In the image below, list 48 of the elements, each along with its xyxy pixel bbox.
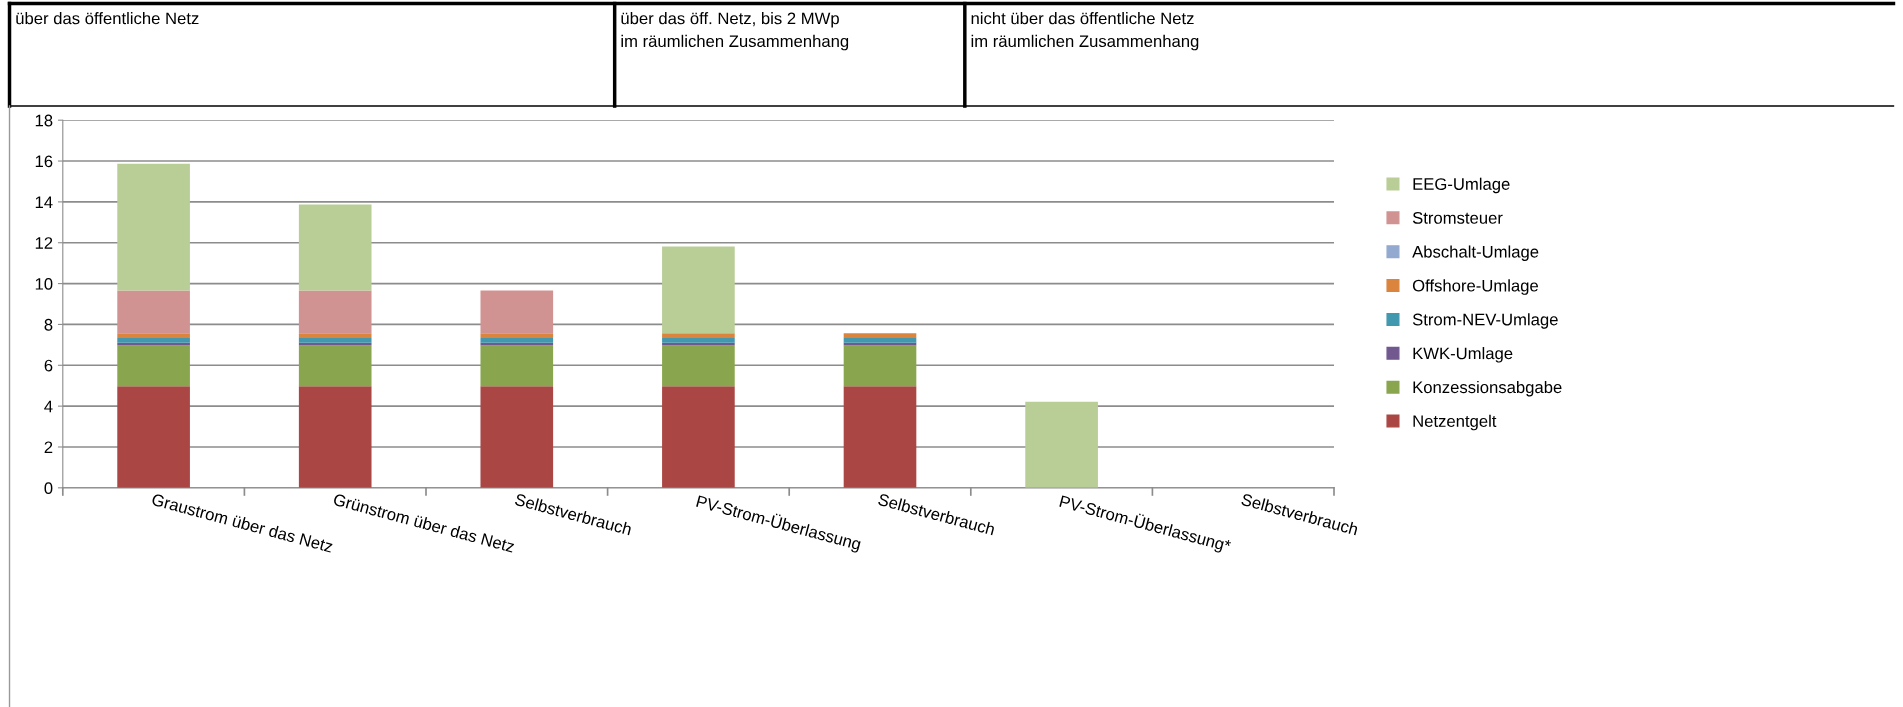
y-tick-label: 10 — [35, 277, 53, 290]
legend-label: Offshore-Umlage — [1412, 279, 1538, 295]
bar — [298, 290, 372, 334]
bar — [298, 204, 372, 291]
y-tick-label: 14 — [35, 196, 53, 208]
bar — [843, 386, 917, 488]
bar — [117, 163, 190, 291]
y-tick-label: 4 — [44, 400, 53, 413]
bar — [662, 345, 735, 387]
bar — [843, 345, 917, 387]
legend-label: Netzentgelt — [1413, 414, 1497, 431]
bar — [298, 333, 372, 339]
bar — [662, 246, 735, 334]
bar — [480, 338, 554, 343]
bar — [843, 333, 917, 339]
text: nicht über das öffentliche Netz im räumlichen Zusammenhang — [971, 12, 1199, 51]
y-tick-label: 8 — [44, 318, 53, 331]
bar — [480, 345, 554, 387]
bar — [1025, 401, 1098, 488]
bar — [298, 386, 372, 488]
legend-label: KWK-Umlage — [1413, 347, 1513, 363]
bar — [662, 333, 735, 339]
bar — [843, 338, 917, 343]
bar — [480, 333, 554, 339]
legend-label: EEG-Umlage — [1413, 177, 1510, 194]
bar — [480, 290, 554, 334]
legend-label: Strom-NEV-Umlage — [1412, 313, 1558, 329]
bar — [662, 386, 735, 488]
bar — [662, 338, 735, 343]
legend-label: Konzessionsabgabe — [1413, 380, 1562, 397]
text: über das öffentliche Netz — [16, 12, 199, 25]
legend-label: Abschalt-Umlage — [1412, 245, 1539, 261]
bar — [117, 345, 190, 387]
y-tick-label: 18 — [35, 114, 53, 127]
legend-label: Stromsteuer — [1412, 212, 1503, 224]
y-tick-label: 16 — [35, 155, 53, 168]
bar — [298, 338, 372, 343]
bar — [117, 338, 190, 343]
y-tick-label: 0 — [44, 482, 53, 495]
text: über das öff. Netz, bis 2 MWp im räumlichen Zusammenhang — [621, 12, 849, 51]
bar — [298, 345, 372, 387]
bar — [117, 386, 190, 488]
bar — [480, 386, 554, 488]
bar — [117, 333, 190, 339]
y-tick-label: 12 — [35, 237, 53, 249]
y-tick-label: 2 — [44, 441, 53, 454]
y-tick-label: 6 — [44, 359, 53, 372]
bar — [117, 290, 190, 334]
